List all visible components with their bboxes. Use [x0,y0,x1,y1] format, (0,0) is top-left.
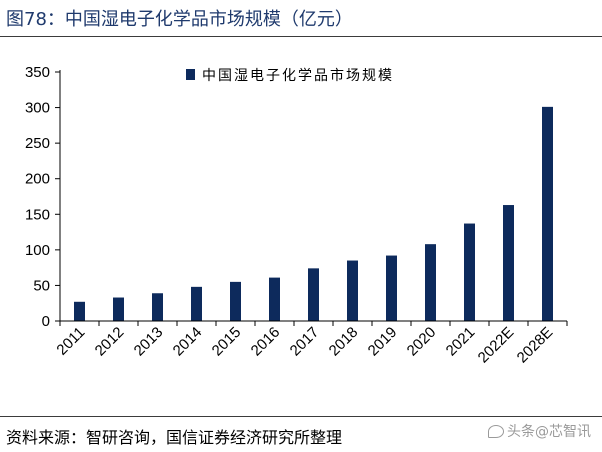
x-tick-label: 2022E [475,324,518,367]
bar-2013 [152,293,163,321]
x-tick-label: 2012 [92,324,128,360]
x-tick-label: 2017 [287,324,323,360]
y-tick-label: 100 [25,242,50,259]
y-tick-label: 350 [25,64,50,81]
y-tick-label: 300 [25,100,50,117]
x-tick-label: 2028E [514,324,557,367]
x-tick-label: 2011 [53,324,88,359]
x-tick-label: 2016 [248,324,284,360]
x-tick-label: 2021 [443,324,479,360]
bar-2022E [503,205,514,321]
bar-series [74,106,553,321]
bar-2011 [74,301,85,321]
bar-2014 [191,286,202,321]
axis-lines [59,70,567,322]
bar-2017 [308,268,319,321]
source-divider [0,416,602,417]
watermark: 头条@芯智讯 [488,421,591,441]
x-tick-label: 2015 [209,324,245,360]
bar-2019 [386,255,397,321]
x-tick-label: 2013 [131,324,167,360]
bar-2012 [113,297,124,321]
bar-2021 [464,223,475,321]
y-axis: 0 50 100 150 200 250 300 350 [25,64,60,330]
y-tick-label: 0 [42,313,50,330]
x-tick-label: 2020 [404,324,440,360]
bar-2018 [347,260,358,321]
legend: 中国湿电子化学品市场规模 [186,67,394,84]
y-tick-label: 250 [25,135,50,152]
x-axis: 2011 2012 2013 2014 2015 2016 2017 2018 2019 2020… [53,321,568,367]
y-tick-label: 50 [33,277,50,294]
source-note: 资料来源：智研咨询，国信证券经济研究所整理 [6,428,343,447]
legend-label: 中国湿电子化学品市场规模 [202,67,394,84]
bar-2015 [230,281,241,321]
y-tick-label: 150 [25,206,50,223]
bar-2028E [542,106,553,321]
watermark-text: 头条@芯智讯 [507,424,591,440]
x-tick-label: 2014 [170,324,206,360]
x-tick-label: 2018 [326,324,362,360]
y-tick-label: 200 [25,171,50,188]
title-divider [0,36,602,37]
bar-2016 [269,277,280,321]
bar-2020 [425,244,436,321]
figure-title: 图78：中国湿电子化学品市场规模（亿元） [6,9,353,30]
chat-bubble-icon [488,424,504,438]
legend-swatch [186,69,195,80]
x-tick-label: 2019 [365,324,401,360]
